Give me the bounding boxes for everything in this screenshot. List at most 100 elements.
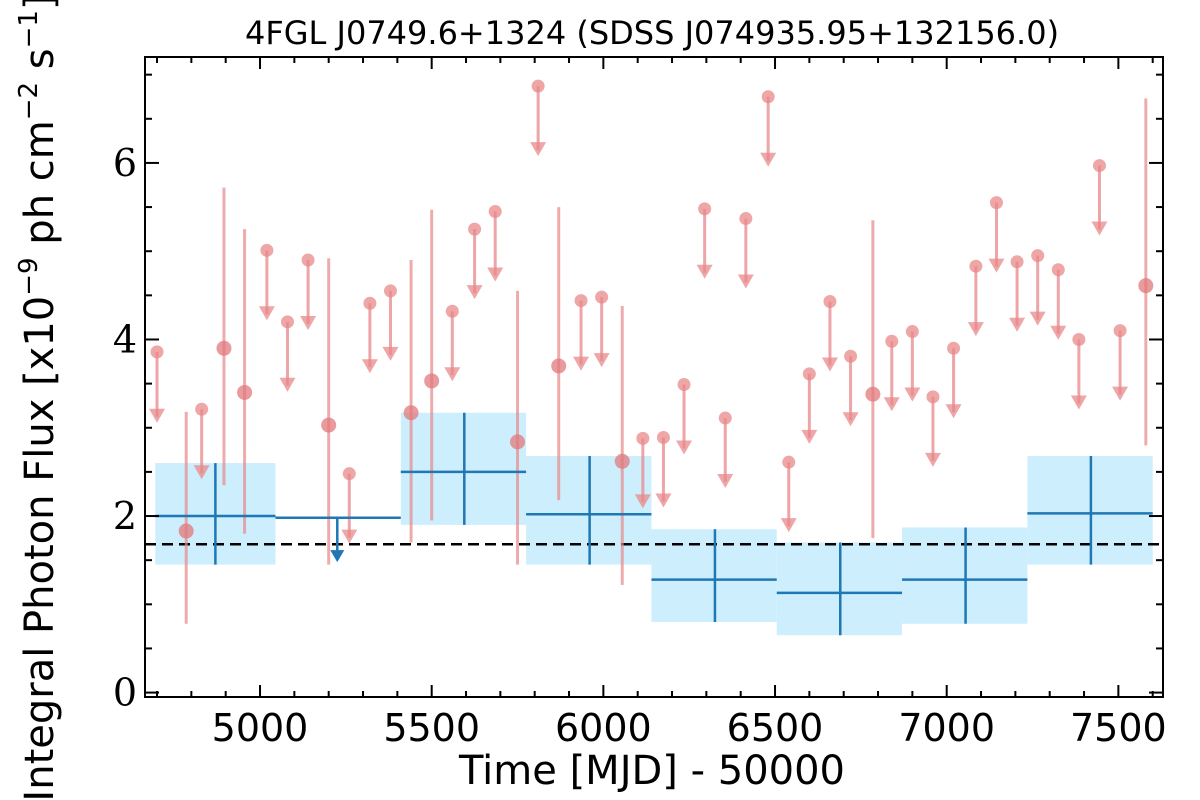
short-upper-limit-marker-12 [574, 294, 588, 308]
short-data-point-7 [551, 358, 567, 374]
short-upper-limit-marker-14 [636, 431, 650, 445]
short-data-point-9 [865, 386, 881, 402]
short-upper-limit-marker-15 [656, 430, 670, 444]
short-upper-limit-arrow-35 [1091, 221, 1108, 236]
short-upper-limit-marker-22 [802, 367, 816, 381]
short-upper-limit-arrow-36 [1112, 386, 1129, 401]
short-data-point-6 [510, 434, 526, 450]
short-upper-limit-arrow-23 [821, 357, 838, 372]
short-upper-limit-marker-16 [677, 378, 691, 392]
short-upper-limit-arrow-21 [780, 518, 797, 533]
short-data-point-1 [216, 340, 232, 356]
short-upper-limit-arrow-32 [1029, 311, 1046, 326]
binned-upper-limit-arrow-0 [330, 550, 345, 563]
short-upper-limit-marker-11 [531, 79, 545, 93]
short-upper-limit-marker-4 [301, 253, 315, 267]
short-upper-limit-marker-29 [969, 259, 983, 273]
axes-frame: 5000 5500 6000 6500 7000 7500 0 2 4 6 [113, 56, 1167, 750]
chart-title: 4FGL J0749.6+1324 (SDSS J074935.95+13215… [245, 14, 1059, 52]
short-upper-limit-marker-7 [383, 284, 397, 298]
short-upper-limit-marker-33 [1051, 263, 1065, 277]
short-upper-limit-marker-5 [342, 467, 356, 481]
short-upper-limit-marker-8 [445, 304, 459, 318]
short-upper-limit-arrow-25 [883, 397, 900, 412]
short-upper-limit-marker-24 [844, 349, 858, 363]
short-upper-limit-marker-26 [905, 325, 919, 339]
y-tick-label-4: 4 [113, 317, 137, 361]
short-upper-limit-marker-28 [947, 341, 961, 355]
short-data-point-4 [403, 405, 419, 421]
short-upper-limit-marker-19 [739, 212, 753, 226]
y-tick-label-6: 6 [113, 141, 137, 185]
plot-area [145, 79, 1163, 636]
short-upper-limit-marker-10 [488, 204, 502, 218]
short-data-point-3 [321, 417, 337, 433]
y-tick-label-2: 2 [113, 494, 137, 538]
short-upper-limit-arrow-34 [1070, 395, 1087, 410]
short-upper-limit-arrow-14 [634, 494, 651, 509]
short-upper-limit-arrow-30 [988, 258, 1005, 273]
short-upper-limit-arrow-26 [904, 387, 921, 402]
short-upper-limit-arrow-22 [801, 429, 818, 444]
short-upper-limit-arrow-24 [842, 412, 859, 427]
y-axis-label: Integral Photon Flux [x10−9 ph cm−2 s−1] [14, 0, 63, 800]
short-upper-limit-marker-3 [280, 315, 294, 329]
short-upper-limit-marker-25 [885, 334, 899, 348]
short-upper-limit-arrow-18 [717, 474, 734, 489]
x-tick-label-5000: 5000 [212, 706, 309, 750]
short-upper-limit-arrow-11 [530, 142, 547, 157]
x-axis-label: Time [MJD] - 50000 [458, 748, 845, 794]
short-upper-limit-arrow-29 [967, 322, 984, 337]
y-tick-label-0: 0 [113, 671, 137, 715]
short-upper-limit-arrow-33 [1050, 325, 1067, 340]
short-upper-limit-arrow-2 [258, 306, 275, 321]
short-data-point-0 [178, 523, 194, 539]
short-upper-limit-marker-30 [989, 196, 1003, 210]
short-data-point-8 [614, 453, 630, 469]
short-upper-limit-marker-34 [1072, 332, 1086, 346]
short-upper-limit-arrow-10 [487, 267, 504, 282]
short-upper-limit-arrow-5 [341, 529, 358, 544]
x-tick-label-7500: 7500 [1070, 706, 1167, 750]
short-upper-limit-arrow-15 [655, 493, 672, 508]
short-upper-limit-arrow-0 [149, 408, 166, 423]
short-upper-limit-marker-13 [595, 290, 609, 304]
short-upper-limit-arrow-7 [382, 346, 399, 361]
short-data-point-2 [237, 384, 253, 400]
short-upper-limit-marker-21 [782, 455, 796, 469]
short-upper-limit-marker-36 [1113, 324, 1127, 338]
short-upper-limit-arrow-1 [193, 465, 210, 480]
short-upper-limit-arrow-12 [573, 356, 590, 371]
short-upper-limit-arrow-9 [466, 285, 483, 300]
short-upper-limit-marker-0 [150, 345, 164, 359]
short-upper-limit-arrow-4 [300, 316, 317, 331]
short-upper-limit-marker-27 [926, 390, 940, 404]
short-upper-limit-marker-18 [718, 411, 732, 425]
short-upper-limit-marker-1 [195, 402, 209, 416]
short-upper-limit-arrow-6 [361, 359, 378, 374]
short-upper-limit-marker-32 [1031, 249, 1045, 263]
plot-frame [144, 56, 1164, 698]
short-upper-limit-marker-17 [698, 202, 712, 216]
short-upper-limit-marker-2 [260, 243, 274, 257]
short-data-point-5 [424, 373, 440, 389]
short-upper-limit-arrow-13 [593, 353, 610, 368]
x-tick-label-7000: 7000 [898, 706, 995, 750]
short-data-point-10 [1138, 278, 1154, 294]
short-upper-limit-arrow-28 [945, 404, 962, 419]
short-upper-limit-marker-35 [1092, 159, 1106, 173]
x-tick-label-6500: 6500 [727, 706, 824, 750]
short-upper-limit-marker-6 [363, 296, 377, 310]
short-upper-limit-arrow-17 [696, 264, 713, 279]
x-tick-label-5500: 5500 [383, 706, 480, 750]
short-upper-limit-arrow-31 [1009, 317, 1026, 332]
short-upper-limit-arrow-8 [444, 367, 461, 382]
short-upper-limit-arrow-20 [760, 152, 777, 167]
short-upper-limit-arrow-16 [676, 440, 693, 455]
short-upper-limit-arrow-3 [279, 377, 296, 392]
short-upper-limit-marker-9 [468, 222, 482, 236]
short-upper-limit-arrow-27 [924, 452, 941, 467]
short-upper-limit-arrow-19 [737, 274, 754, 289]
x-tick-label-6000: 6000 [555, 706, 652, 750]
